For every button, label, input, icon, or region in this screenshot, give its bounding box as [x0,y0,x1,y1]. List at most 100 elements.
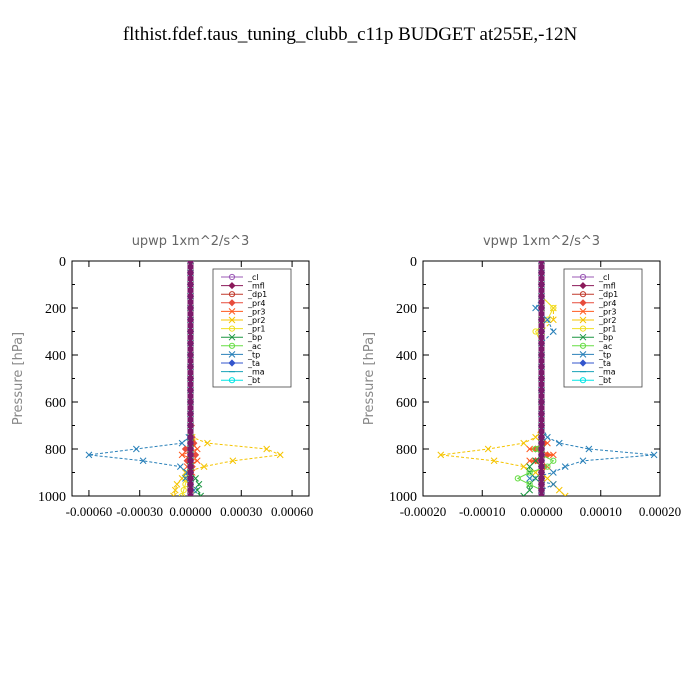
zero-profile-marker [538,464,545,470]
zero-profile-marker [187,276,194,282]
zero-profile-marker [538,475,545,481]
data-point [549,480,557,488]
zero-profile-marker [187,440,194,446]
legend-marker [579,377,587,384]
data-point [532,304,539,312]
x-tick-label: -0.00010 [459,504,506,519]
data-point [180,487,187,494]
data-point [549,328,557,335]
legend-marker [579,333,587,341]
zero-profile-marker [187,282,194,287]
zero-profile-marker [187,329,194,334]
legend-label: _pr4 [247,299,265,308]
data-point [544,475,551,482]
legend-marker [579,359,587,367]
series-line [88,261,195,496]
zero-profile-marker [187,452,194,458]
legend-item-pr4: _pr4 [572,299,616,308]
legend-marker [228,308,236,315]
legend-item-bt: _bt [221,376,260,385]
data-point [178,439,186,447]
zero-profile-marker [538,440,545,446]
data-point [532,433,539,441]
data-point [526,469,533,476]
data-point [585,445,593,453]
y-tick-label: 600 [45,396,66,411]
legend-label: _bt [247,376,260,385]
zero-profile-marker [538,299,545,305]
chart-title: upwp 1xm^2/s^3 [132,234,250,249]
data-point [514,475,521,482]
legend-label: _mfl [247,282,265,291]
zero-profile-marker [538,352,545,358]
zero-profile-marker [538,405,545,411]
legend-label: _ta [598,359,611,368]
zero-profile-marker [538,434,545,440]
legend-item-pr2: _pr2 [572,316,616,325]
zero-profile-marker [538,423,545,428]
legend-marker [579,299,587,307]
series-layer [85,261,284,496]
zero-profile-marker [187,381,194,387]
zero-profile-marker [538,364,545,370]
legend-item-ta: _ta [572,359,611,368]
legend-label: _mfl [598,282,616,291]
legend-item-pr1: _pr1 [221,325,265,334]
zero-profile-marker [187,287,194,293]
legend-marker [228,377,236,384]
zero-profile-marker [538,340,545,346]
data-point [195,480,203,488]
data-point [526,486,534,494]
legend-item-pr2: _pr2 [221,316,265,325]
data-point [561,492,569,496]
zero-profile [538,261,545,496]
legend-label: _bp [598,333,613,342]
legend-item-tp: _tp [572,350,611,359]
y-tick-label: 600 [396,396,417,411]
data-point [532,469,539,476]
legend-marker [579,316,587,324]
zero-profile-marker [187,305,194,311]
zero-profile-marker [538,358,545,364]
zero-profile-marker [187,261,194,264]
upwp-chart: upwp 1xm^2/s^3 Pressure [hPa] 0 200 400 600 80… [11,234,313,519]
legend-marker [579,308,587,315]
zero-profile-marker [187,464,194,470]
legend-item-mfl: _mfl [221,282,265,291]
series-pr2 [437,261,569,496]
data-point [520,439,528,447]
zero-profile-marker [187,264,194,270]
y-tick-label: 0 [59,255,66,270]
y-tick-label: 0 [410,255,417,270]
data-point [171,486,179,494]
x-tick-label: 0.00010 [580,504,622,519]
zero-profile-marker [538,293,545,299]
zero-profile-marker [538,387,545,393]
x-tick-label: 0.00060 [271,504,313,519]
legend-label: _pr3 [598,307,616,316]
legend-label: _pr2 [598,316,616,325]
zero-profile-marker [187,481,194,487]
figure-title: flthist.fdef.taus_tuning_clubb_c11p BUDG… [123,24,578,45]
data-point [182,475,189,482]
zero-profile-marker [187,346,194,352]
data-point [532,457,539,465]
data-point [526,457,534,465]
zero-profile-marker [187,352,194,358]
zero-profile-marker [538,446,545,452]
legend-marker [228,273,236,281]
legend-box [563,268,643,388]
x-tick-label: 0.00030 [220,504,262,519]
zero-profile-marker [187,270,194,276]
legend-label: _pr1 [598,325,616,334]
legend-item-bp: _bp [221,333,262,342]
data-point [229,457,237,465]
legend-item-tp: _tp [221,350,260,359]
legend-marker [228,342,236,349]
zero-profile-marker [187,423,194,428]
zero-profile-marker [187,411,194,417]
zero-profile-marker [538,287,545,293]
data-point [549,451,557,459]
zero-profile-marker [538,334,545,340]
data-point [544,316,551,324]
